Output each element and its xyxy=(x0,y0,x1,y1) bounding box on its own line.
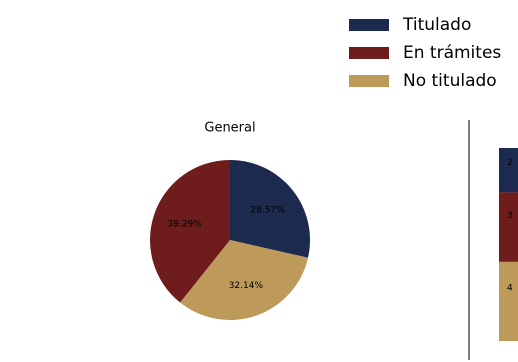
pie-slice-3 xyxy=(150,160,230,303)
bar-segment-label-2: 3 xyxy=(507,211,513,221)
pie-title: General xyxy=(204,121,255,136)
bar-segment-1 xyxy=(499,148,518,193)
bar-segment-label-3: 4 xyxy=(507,283,513,293)
bar-segment-label-1: 2 xyxy=(507,158,513,168)
pie-slice-label-3: 39.29% xyxy=(168,220,203,230)
legend-swatch-3 xyxy=(349,75,389,87)
pie-slice-label-1: 28.57% xyxy=(250,206,285,216)
bar-segment-3 xyxy=(499,261,518,341)
legend-label-2: En trámites xyxy=(403,43,501,63)
pie-slice-2 xyxy=(180,240,308,321)
pie-slice-1 xyxy=(230,160,311,258)
legend-label-3: No titulado xyxy=(403,71,497,91)
legend-swatch-1 xyxy=(349,19,389,31)
legend-label-1: Titulado xyxy=(402,15,471,35)
legend-swatch-2 xyxy=(349,47,389,59)
pie-slice-label-2: 32.14% xyxy=(229,281,264,291)
bar-segment-2 xyxy=(499,192,518,262)
legend: Titulado En trámites No titulado xyxy=(349,15,501,91)
